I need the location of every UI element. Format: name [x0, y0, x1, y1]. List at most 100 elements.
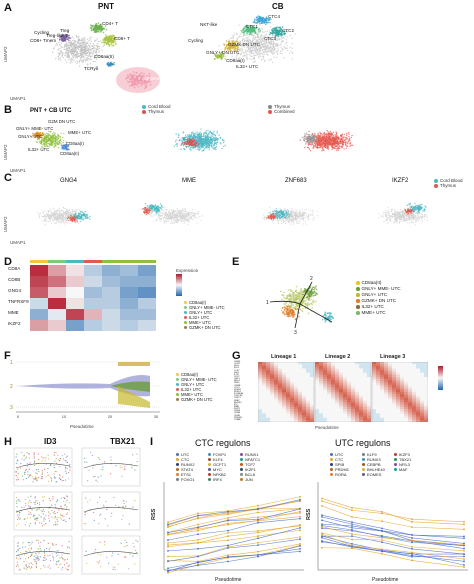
utc-legend-item-11: IKZF3	[394, 452, 410, 457]
g-heatmap-cell	[355, 409, 360, 412]
g-heatmap-cell	[310, 409, 315, 412]
g-heatmap-cell	[323, 415, 328, 418]
g-heatmap-cell	[347, 411, 352, 414]
g-heatmap-cell	[270, 385, 275, 388]
g-heatmap-cell	[424, 374, 428, 378]
g-heatmap-cell	[359, 364, 364, 367]
utc-regulon-point	[463, 564, 465, 566]
g-heatmap-cell	[286, 417, 291, 421]
g-heatmap-cell	[306, 413, 311, 416]
violin-tick-1: 0	[17, 414, 20, 419]
g-heatmap-cell	[412, 379, 417, 382]
g-heatmap-cell	[400, 415, 405, 418]
g-heatmap-cell	[384, 377, 389, 380]
g-heatmap-cell	[351, 396, 356, 399]
utc-regulon-point	[381, 539, 383, 541]
panel-h-gene-2: TBX21	[110, 437, 135, 446]
pnt-cluster-label-9: Cycling	[34, 30, 50, 35]
ctc-legend-item-14: NFATC1	[240, 457, 260, 462]
g-heatmap-cell	[319, 385, 324, 388]
h-subplot-points-2-1	[85, 539, 139, 571]
g-heatmap-cell	[359, 396, 364, 399]
lineage-1-path	[269, 300, 333, 323]
g-gene-label-19: ZEB2	[234, 399, 240, 402]
g-heatmap-cell	[266, 396, 271, 399]
g-heatmap-cell	[424, 411, 428, 414]
ctc-regulon-point	[227, 522, 229, 525]
g-heatmap-cell	[404, 409, 409, 412]
g-heatmap-cell	[347, 417, 352, 421]
h-subplot-points-1-1	[83, 496, 136, 527]
g-heatmap-cell	[339, 396, 344, 399]
g-heatmap-cell	[270, 389, 275, 393]
g-heatmap-cell	[412, 417, 417, 421]
g-heatmap-cell	[266, 379, 271, 382]
heatmap-cell	[48, 265, 66, 276]
g-heatmap-cell	[404, 379, 409, 382]
g-heatmap-cell	[412, 389, 417, 393]
ctc-regulon-point	[227, 531, 229, 534]
heatmap-cell	[66, 298, 84, 309]
g-heatmap-cell	[302, 419, 307, 422]
g-heatmap-cell	[339, 385, 344, 388]
g-heatmap-cell	[404, 396, 409, 399]
g-heatmap-cell	[367, 366, 372, 369]
g-heatmap-cell	[266, 389, 271, 393]
g-heatmap-cell	[388, 394, 393, 397]
g-heatmap-cell	[266, 417, 271, 421]
g-heatmap-cell	[323, 419, 328, 422]
g-heatmap-cell	[339, 364, 344, 367]
g-heatmap-cell	[298, 396, 303, 399]
h-subplot-frame-1-0	[13, 491, 73, 531]
g-heatmap-cell	[347, 419, 352, 422]
panel-label-i: I	[150, 436, 154, 448]
g-heatmap-cell	[327, 381, 332, 384]
g-heatmap-cell	[396, 398, 401, 401]
g-heatmap-cell	[392, 417, 397, 421]
g-heatmap-cell	[363, 385, 368, 388]
g-heatmap-cell	[294, 409, 299, 412]
panel-a-ylabel: UMAP2	[3, 46, 8, 62]
g-heatmap-cell	[339, 370, 344, 373]
g-heatmap-cell	[335, 398, 340, 401]
ctc-legend-item-9: GCFT1	[208, 462, 226, 467]
g-heatmap-cell	[343, 411, 348, 414]
g-heatmap-cell	[266, 415, 271, 418]
heatmap-cell	[120, 298, 138, 309]
g-heatmap-cell	[359, 400, 364, 403]
utc-legend-item-1: UTC	[330, 452, 343, 457]
g-heatmap-cell	[355, 379, 360, 382]
g-heatmap-cell	[376, 407, 381, 410]
g-heatmap-cell	[384, 413, 389, 416]
g-heatmap-cell	[351, 394, 356, 397]
g-heatmap-cell	[298, 413, 303, 416]
g-heatmap-cell	[327, 370, 332, 373]
g-heatmap-cell	[384, 394, 389, 397]
g-heatmap-cell	[258, 372, 263, 376]
heatmap-cell	[30, 276, 48, 287]
g-heatmap-cell	[351, 362, 356, 365]
ctc-regulon-point	[257, 518, 259, 521]
g-heatmap-cell	[286, 381, 291, 384]
g-heatmap-cell	[384, 404, 389, 408]
g-heatmap-cell	[367, 385, 372, 388]
g-heatmap-cell	[323, 392, 328, 395]
g-heatmap-cell	[347, 385, 352, 388]
g-heatmap-cell	[270, 409, 275, 412]
g-heatmap-cell	[408, 396, 413, 399]
g-heatmap-cell	[298, 392, 303, 395]
g-heatmap-cell	[282, 377, 287, 380]
cb-cd8aa-cluster	[213, 51, 226, 61]
heatmap-cell	[138, 320, 156, 331]
g-heatmap-cell	[315, 404, 320, 408]
ctc-regulon-point	[299, 547, 301, 550]
g-heatmap-cell	[274, 377, 279, 380]
g-heatmap-cell	[400, 377, 405, 380]
g-heatmap-cell	[327, 404, 332, 408]
g-heatmap-cell	[290, 383, 295, 386]
panel-i-right-xlabel: Pseudotime	[372, 577, 399, 583]
g-heatmap-cell	[376, 404, 381, 408]
g-heatmap-cell	[424, 387, 428, 391]
violin-side-label-1: 1	[10, 360, 13, 366]
g-heatmap-cell	[282, 381, 287, 384]
